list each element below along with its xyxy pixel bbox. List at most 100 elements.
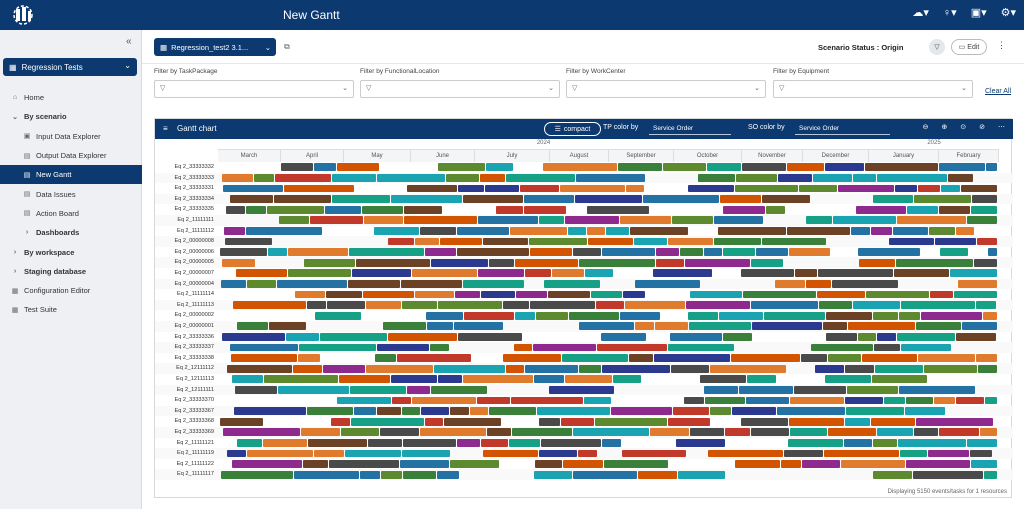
task-bar[interactable] [643,195,719,203]
task-bar[interactable] [595,417,667,426]
task-bar[interactable] [576,173,645,182]
task-bar[interactable] [392,396,411,405]
task-bar[interactable] [247,449,313,458]
task-bar[interactable] [269,322,306,331]
task-bar[interactable] [707,163,741,172]
task-bar[interactable] [430,343,449,352]
task-bar[interactable] [781,460,801,468]
task-bar[interactable] [858,248,920,256]
task-bar[interactable] [565,216,619,225]
task-bar[interactable] [626,184,644,193]
task-bar[interactable] [463,375,533,384]
task-bar[interactable] [962,322,997,331]
task-bar[interactable] [232,375,263,384]
task-bar[interactable] [896,258,973,267]
task-bar[interactable] [331,417,350,426]
task-bar[interactable] [477,396,510,405]
task-bar[interactable] [668,417,710,426]
task-bar[interactable] [223,428,300,437]
task-bar[interactable] [914,428,938,437]
task-bar[interactable] [958,279,997,288]
task-bar[interactable] [403,470,436,479]
filter-dropdown[interactable]: ▽ ⌄ [566,80,766,98]
task-bar[interactable] [446,173,479,182]
task-bar[interactable] [345,449,401,458]
task-bar[interactable] [775,279,805,288]
task-bar[interactable] [918,184,940,193]
task-bar[interactable] [293,364,322,373]
task-bar[interactable] [897,332,955,341]
task-bar[interactable] [741,417,788,426]
task-bar[interactable] [438,301,502,309]
task-bar[interactable] [928,449,969,458]
task-bar[interactable] [437,470,459,479]
task-bar[interactable] [980,428,997,437]
task-bar[interactable] [704,385,738,394]
zoom-reset-icon[interactable]: ⊘ [979,124,985,131]
task-bar[interactable] [308,438,367,447]
task-bar[interactable] [337,163,379,172]
task-bar[interactable] [751,301,818,309]
task-bar[interactable] [534,470,572,479]
task-bar[interactable] [264,375,338,384]
task-bar[interactable] [380,428,419,437]
task-bar[interactable] [587,226,605,235]
task-bar[interactable] [286,332,319,341]
task-bar[interactable] [967,438,997,447]
task-bar[interactable] [777,407,845,415]
task-bar[interactable] [332,173,376,182]
task-bar[interactable] [525,364,578,373]
task-bar[interactable] [237,438,262,447]
task-bar[interactable] [375,354,396,362]
task-bar[interactable] [672,216,713,225]
task-bar[interactable] [457,248,529,256]
task-bar[interactable] [894,269,949,278]
task-bar[interactable] [967,216,997,225]
task-bar[interactable] [506,364,524,373]
task-bar[interactable] [391,375,437,384]
task-bar[interactable] [893,226,928,235]
task-bar[interactable] [539,449,577,458]
task-bar[interactable] [425,248,456,256]
task-bar[interactable] [708,449,783,458]
task-bar[interactable] [673,407,709,415]
task-bar[interactable] [719,311,763,320]
task-bar[interactable] [795,269,817,278]
task-bar[interactable] [587,205,649,214]
task-bar[interactable] [914,195,971,203]
task-bar[interactable] [450,460,499,468]
task-bar[interactable] [440,237,482,246]
task-bar[interactable] [294,470,359,479]
task-bar[interactable] [625,301,685,309]
task-bar[interactable] [859,258,895,267]
task-bar[interactable] [222,173,253,182]
task-bar[interactable] [690,428,724,437]
task-bar[interactable] [906,460,970,468]
task-bar[interactable] [247,279,276,288]
task-bar[interactable] [685,258,750,267]
task-bar[interactable] [983,311,997,320]
task-bar[interactable] [425,417,443,426]
task-bar[interactable] [988,248,997,256]
task-bar[interactable] [533,343,596,352]
task-bar[interactable] [288,269,351,278]
task-bar[interactable] [352,269,411,278]
task-bar[interactable] [415,237,439,246]
task-bar[interactable] [832,279,898,288]
task-bar[interactable] [329,460,399,468]
task-bar[interactable] [274,195,331,203]
filter-dropdown[interactable]: ▽ ⌄ [773,80,973,98]
task-bar[interactable] [444,417,501,426]
task-bar[interactable] [801,354,827,362]
task-bar[interactable] [514,343,532,352]
task-bar[interactable] [544,279,600,288]
task-bar[interactable] [233,301,306,309]
task-bar[interactable] [871,226,892,235]
task-bar[interactable] [961,184,997,193]
scenario-selector[interactable]: ▦ Regression_test2 3.1... ⌄ [154,38,276,56]
task-bar[interactable] [224,226,245,235]
task-bar[interactable] [588,237,633,246]
task-bar[interactable] [948,173,973,182]
task-bar[interactable] [901,343,951,352]
task-bar[interactable] [735,460,780,468]
